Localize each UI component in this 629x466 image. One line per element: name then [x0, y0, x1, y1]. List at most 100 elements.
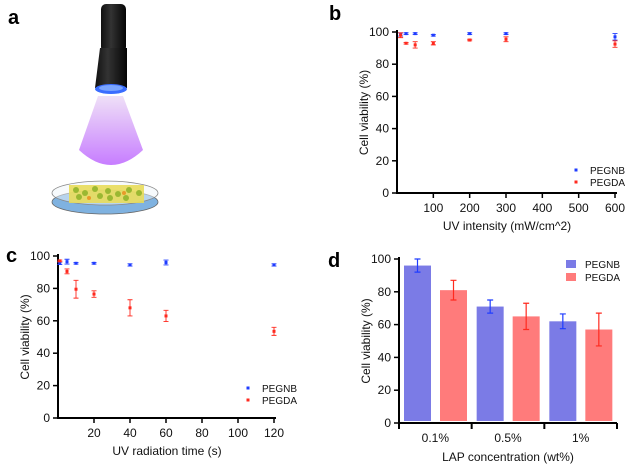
y-axis-label: Cell viability (%) [18, 294, 32, 379]
y-tick-label: 80 [376, 57, 390, 71]
uv-illustration [51, 4, 159, 215]
y-tick-label: 80 [37, 281, 51, 295]
bar-pegnb [476, 306, 504, 421]
data-point-pegda [468, 38, 472, 42]
x-tick-label: 400 [532, 201, 552, 215]
chart-d: 0 20 40 60 80 100 Cell viability (%) LAP concen… [359, 252, 620, 464]
y-tick-label: 100 [371, 252, 391, 266]
legend-marker-pegnb [574, 168, 578, 172]
error-bar [559, 313, 566, 330]
error-bar [523, 302, 530, 331]
panel-label-c: c [6, 245, 17, 267]
y-tick-label: 100 [369, 25, 389, 39]
error-bar [414, 258, 421, 273]
y-tick-label: 60 [378, 318, 392, 332]
legend-marker-pegda [574, 180, 578, 184]
y-tick-label: 80 [378, 285, 392, 299]
bar-pegda [512, 316, 540, 421]
panel-label-d: d [328, 250, 340, 272]
y-axis-label: Cell viability (%) [357, 70, 371, 155]
x-tick-label: 0.1% [422, 431, 450, 445]
data-point-pegnb [613, 35, 617, 39]
x-tick-label: 100 [228, 426, 248, 440]
y-tick-label: 20 [37, 379, 51, 393]
y-tick-label: 0 [384, 416, 391, 430]
data-point-pegda [65, 269, 69, 273]
legend-label-pegnb: PEGNB [262, 384, 297, 395]
legend-swatch-pegda [566, 273, 576, 281]
x-tick-label: 300 [496, 201, 516, 215]
chart-b: 0 20 40 60 80 100 Cell viability (%) UV intensi… [357, 25, 625, 233]
bar-pegnb [549, 321, 577, 421]
uv-flashlight-icon [95, 4, 127, 94]
legend-label-pegnb: PEGNB [585, 260, 620, 271]
bar-pegda [440, 290, 467, 421]
data-point-pegnb [164, 260, 168, 264]
y-tick-label: 100 [30, 249, 50, 263]
panel-label-a: a [8, 7, 20, 29]
error-bar [450, 279, 457, 301]
y-tick-label: 0 [43, 411, 50, 425]
data-point-pegnb [65, 260, 69, 264]
data-point-pegda [272, 329, 276, 333]
x-axis-label: LAP concentration (wt%) [442, 450, 574, 464]
bar-pegnb [404, 265, 431, 421]
panel-label-b: b [329, 3, 341, 25]
x-tick-label: 200 [460, 201, 480, 215]
data-point-pegda [399, 33, 403, 37]
data-point-pegda [92, 292, 96, 296]
y-tick-label: 20 [378, 383, 392, 397]
legend-swatch-pegnb [566, 260, 576, 268]
data-point-pegda [504, 37, 508, 41]
x-tick-label: 120 [264, 426, 284, 440]
x-tick-label: 600 [605, 201, 625, 215]
data-point-pegda [613, 42, 617, 46]
y-tick-label: 40 [376, 122, 390, 136]
petri-dish-hydrogel-icon [51, 180, 159, 215]
y-tick-label: 40 [37, 346, 51, 360]
data-point-pegda [128, 306, 132, 310]
data-point-pegnb [74, 261, 78, 265]
uv-light-beam [79, 96, 143, 165]
data-point-pegnb [468, 32, 472, 36]
data-point-pegda [404, 41, 408, 45]
data-point-pegnb [431, 33, 435, 37]
x-tick-label: 0.5% [494, 431, 522, 445]
chart-c: 0 20 40 60 80 100 Cell viability (%) UV radiati… [18, 249, 297, 458]
error-bar [595, 312, 602, 347]
legend-label-pegda: PEGDA [262, 396, 297, 407]
legend-marker-pegnb [246, 386, 250, 390]
data-point-pegnb [128, 263, 132, 267]
x-axis-label: UV intensity (mW/cm^2) [443, 219, 571, 233]
data-point-pegnb [404, 32, 408, 36]
data-point-pegnb [92, 261, 96, 265]
legend-label-pegda: PEGDA [590, 178, 625, 189]
y-tick-label: 60 [376, 89, 390, 103]
x-tick-label: 100 [423, 201, 443, 215]
data-point-pegnb [58, 261, 62, 265]
data-point-pegda [431, 41, 435, 45]
x-tick-label: 1% [572, 431, 590, 445]
data-point-pegnb [504, 32, 508, 36]
error-bar [487, 299, 494, 314]
x-axis-label: UV radiation time (s) [112, 444, 221, 458]
legend-label-pegnb: PEGNB [590, 166, 625, 177]
data-point-pegnb [272, 263, 276, 267]
y-axis-label: Cell viability (%) [359, 298, 373, 383]
y-tick-label: 60 [37, 314, 51, 328]
data-point-pegda [413, 43, 417, 47]
x-tick-label: 60 [159, 426, 173, 440]
legend-marker-pegda [246, 398, 250, 402]
x-tick-label: 20 [87, 426, 101, 440]
y-tick-label: 0 [382, 186, 389, 200]
data-point-pegda [74, 287, 78, 291]
legend-label-pegda: PEGDA [585, 273, 620, 284]
data-point-pegda [164, 314, 168, 318]
x-tick-label: 80 [195, 426, 209, 440]
x-tick-label: 40 [123, 426, 137, 440]
data-point-pegda [58, 259, 62, 263]
x-tick-label: 500 [569, 201, 589, 215]
data-point-pegnb [413, 32, 417, 36]
y-tick-label: 40 [378, 350, 392, 364]
